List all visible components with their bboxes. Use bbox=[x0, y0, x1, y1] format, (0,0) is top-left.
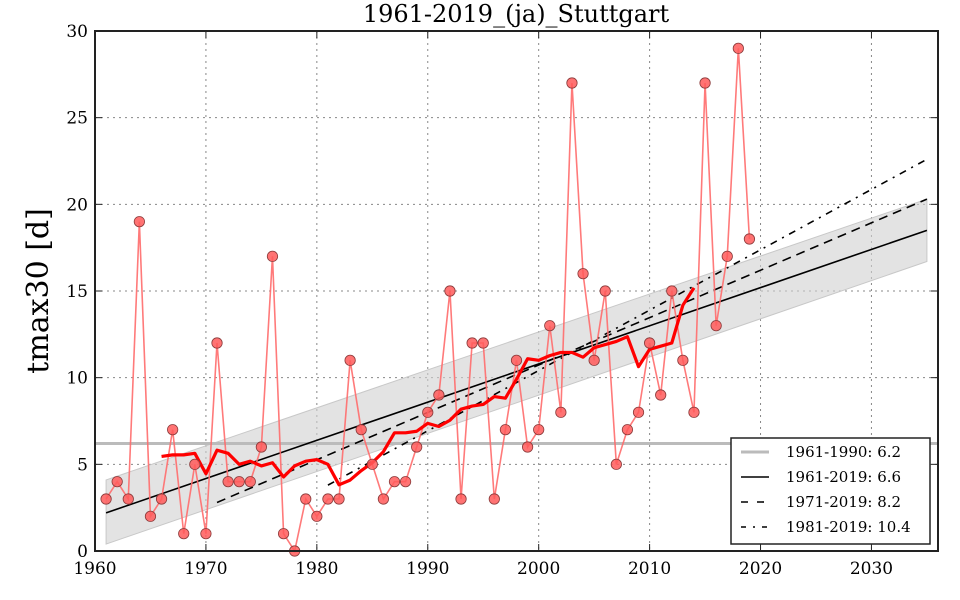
chart-title: 1961-2019_(ja)_Stuttgart bbox=[363, 0, 670, 28]
legend-label-1971-2019: 1971-2019: 8.2 bbox=[786, 493, 901, 511]
y-tick-label: 15 bbox=[66, 282, 88, 302]
data-point bbox=[155, 493, 168, 505]
data-point bbox=[544, 320, 556, 332]
y-tick-label: 30 bbox=[66, 22, 88, 42]
legend-label-1961-1990: 1961-1990: 6.2 bbox=[786, 443, 901, 461]
legend: 1961-1990: 6.2 1961-2019: 6.6 1971-2019: 8… bbox=[730, 437, 931, 545]
data-point bbox=[632, 406, 645, 418]
x-tick-label: 2020 bbox=[739, 559, 782, 579]
data-point bbox=[366, 458, 378, 470]
data-point bbox=[721, 250, 733, 262]
data-point bbox=[233, 476, 245, 488]
data-point bbox=[344, 354, 356, 366]
y-tick-label: 20 bbox=[66, 195, 88, 215]
data-point bbox=[599, 285, 611, 297]
data-point bbox=[111, 476, 123, 488]
trend-line-1961-2019 bbox=[105, 229, 928, 514]
x-tick-label: 2000 bbox=[517, 559, 560, 579]
data-point bbox=[266, 250, 279, 262]
data-point bbox=[677, 354, 689, 366]
data-point bbox=[122, 493, 134, 505]
data-point bbox=[621, 424, 634, 436]
data-point bbox=[167, 424, 179, 436]
data-point bbox=[433, 389, 445, 401]
data-point bbox=[277, 528, 290, 540]
data-point bbox=[455, 493, 467, 505]
y-tick-label: 10 bbox=[66, 369, 88, 389]
data-point bbox=[244, 476, 256, 488]
y-tick-label: 5 bbox=[77, 455, 88, 475]
axes: 1960 1970 1980 1990 2000 2010 2020 203005101520… bbox=[66, 22, 939, 579]
data-point bbox=[577, 268, 589, 280]
data-point bbox=[222, 476, 234, 488]
x-tick-label: 1960 bbox=[73, 559, 116, 579]
data-point bbox=[521, 441, 534, 453]
data-point bbox=[688, 406, 700, 418]
y-axis-label: tmax30 [d] bbox=[21, 208, 56, 374]
y-tick-label: 0 bbox=[77, 542, 88, 562]
data-point bbox=[743, 233, 756, 245]
data-point bbox=[533, 424, 545, 436]
x-tick-label: 2010 bbox=[628, 559, 671, 579]
data-point bbox=[422, 406, 434, 418]
data-point bbox=[610, 458, 622, 470]
x-tick-label: 1990 bbox=[406, 559, 449, 579]
data-point bbox=[488, 493, 500, 505]
legend-label-1981-2019: 1981-2019: 10.4 bbox=[786, 518, 911, 536]
data-point bbox=[555, 406, 567, 418]
running-mean-line bbox=[161, 286, 696, 487]
data-point bbox=[355, 424, 367, 436]
data-point bbox=[466, 337, 478, 349]
data-point bbox=[133, 216, 145, 228]
trend-line-1971-2019 bbox=[216, 198, 928, 504]
data-point bbox=[211, 337, 223, 349]
data-point bbox=[178, 528, 190, 540]
data-point bbox=[144, 510, 157, 522]
data-point bbox=[732, 42, 744, 54]
data-point bbox=[300, 493, 312, 505]
data-series bbox=[100, 42, 756, 557]
data-point bbox=[189, 458, 201, 470]
data-point bbox=[699, 77, 711, 89]
data-point bbox=[655, 389, 667, 401]
data-point bbox=[477, 337, 489, 349]
data-point bbox=[710, 320, 722, 332]
data-point bbox=[444, 285, 456, 297]
y-tick-label: 25 bbox=[66, 109, 88, 129]
data-point bbox=[411, 441, 423, 453]
data-point bbox=[644, 337, 656, 349]
data-point bbox=[566, 77, 578, 89]
data-point bbox=[311, 510, 323, 522]
trend-line-1981-2019 bbox=[327, 158, 928, 486]
data-point bbox=[388, 476, 401, 488]
data-point bbox=[499, 424, 512, 436]
x-tick-label: 2030 bbox=[850, 559, 893, 579]
legend-label-1961-2019: 1961-2019: 6.6 bbox=[786, 468, 901, 486]
data-point bbox=[510, 354, 523, 366]
data-point bbox=[399, 476, 412, 488]
data-point bbox=[666, 285, 678, 297]
data-point bbox=[322, 493, 334, 505]
data-point bbox=[588, 354, 600, 366]
data-point bbox=[200, 528, 212, 540]
data-point bbox=[333, 493, 345, 505]
x-tick-label: 1970 bbox=[184, 559, 227, 579]
data-point bbox=[255, 441, 267, 453]
data-point bbox=[100, 493, 112, 505]
data-point bbox=[377, 493, 389, 505]
x-tick-label: 1980 bbox=[295, 559, 338, 579]
